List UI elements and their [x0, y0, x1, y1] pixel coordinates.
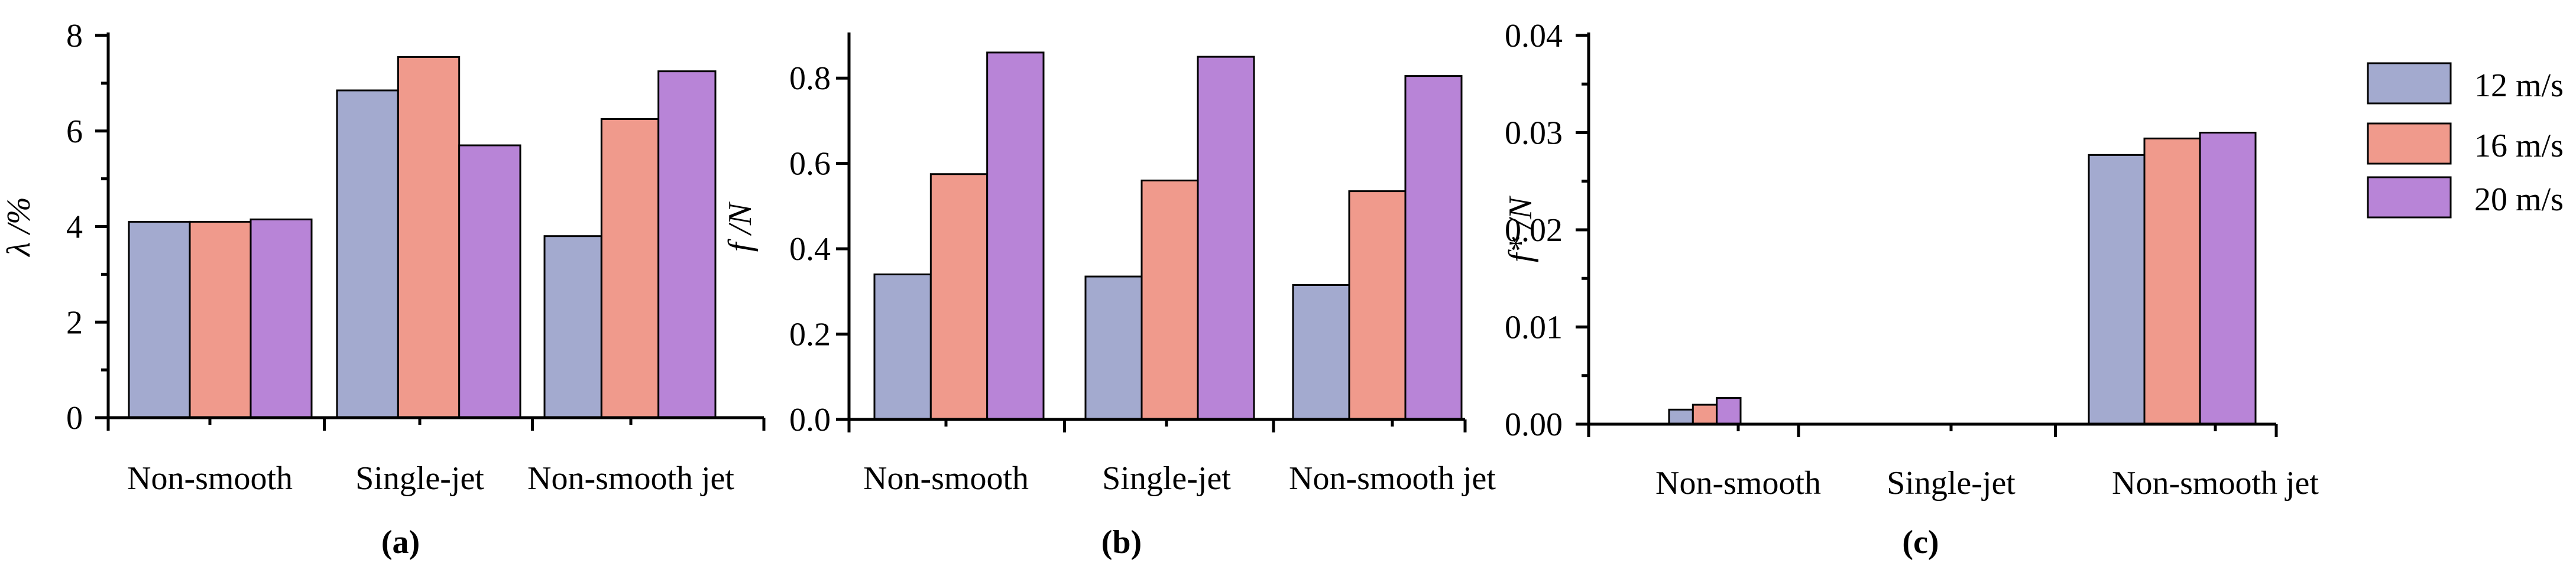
x-category-label: Single-jet	[355, 460, 484, 497]
y-tick-label: 4	[66, 209, 83, 246]
y-tick-label: 0.04	[1505, 18, 1563, 54]
bar-non-smooth-jet-12ms	[1292, 284, 1350, 421]
y-tick-label: 0.03	[1505, 115, 1563, 152]
x-category-label: Non-smooth	[863, 460, 1029, 497]
x-category-label: Non-smooth	[127, 460, 293, 497]
y-tick-label: 0.8	[789, 60, 831, 97]
bar-non-smooth-20ms	[250, 218, 313, 419]
chart-panel-a: 0 2 4 6 8 Non-smooth Single-jet Non-smooth jet λ…	[1, 18, 766, 561]
bar-single-jet-20ms	[458, 144, 521, 419]
bar-single-jet-16ms	[397, 56, 461, 419]
y-axis-label: f /N	[722, 201, 759, 252]
legend-swatch-12ms	[2367, 62, 2452, 105]
y-tick-label: 0	[66, 400, 83, 437]
bar-non-smooth-jet-20ms	[2199, 132, 2257, 425]
legend-label: 16 m/s	[2474, 128, 2564, 164]
y-tick-label: 8	[66, 18, 83, 54]
bar-non-smooth-20ms	[986, 51, 1045, 421]
x-category-label: Non-smooth jet	[1289, 460, 1496, 497]
chart-panel-b: 0.0 0.2 0.4 0.6 0.8 Non-smooth Single-jet Non-s…	[722, 32, 1496, 561]
chart-panel-c: 0.00 0.01 0.02 0.03 0.04 Non-smooth Single-jet…	[1502, 18, 2319, 561]
x-category-label: Non-smooth jet	[527, 460, 734, 497]
x-category-label: Single-jet	[1102, 460, 1231, 497]
legend-swatch-20ms	[2367, 176, 2452, 219]
bar-single-jet-20ms	[1197, 56, 1255, 421]
bar-non-smooth-16ms	[1692, 403, 1718, 425]
panel-label: (c)	[1902, 524, 1939, 561]
y-tick-label: 0.01	[1505, 310, 1563, 346]
bar-non-smooth-jet-16ms	[1348, 190, 1407, 421]
bar-non-smooth-16ms	[189, 220, 252, 419]
y-tick-label: 0.00	[1505, 406, 1563, 443]
bar-non-smooth-12ms	[873, 273, 932, 421]
y-axis-label: λ /%	[1, 197, 37, 257]
bar-single-jet-16ms	[1140, 180, 1199, 421]
legend-swatch-16ms	[2367, 122, 2452, 165]
bar-single-jet-12ms	[336, 89, 399, 419]
bar-non-smooth-jet-12ms	[2088, 154, 2146, 425]
bar-non-smooth-jet-16ms	[600, 118, 660, 419]
y-tick-label: 0.0	[789, 402, 831, 438]
bar-non-smooth-jet-20ms	[657, 70, 717, 419]
x-category-label: Single-jet	[1887, 465, 2016, 502]
x-category-label: Non-smooth	[1655, 465, 1821, 502]
legend: 12 m/s 16 m/s 20 m/s	[2367, 62, 2564, 219]
bar-non-smooth-12ms	[1668, 408, 1694, 425]
bar-non-smooth-12ms	[128, 220, 191, 419]
bar-non-smooth-20ms	[1716, 397, 1742, 425]
legend-label: 12 m/s	[2474, 67, 2564, 104]
y-axis-label: f* /N	[1502, 196, 1539, 262]
x-category-label: Non-smooth jet	[2112, 465, 2319, 502]
legend-label: 20 m/s	[2474, 181, 2564, 218]
bar-non-smooth-jet-20ms	[1404, 75, 1463, 421]
panel-label: (a)	[381, 524, 420, 561]
y-tick-label: 0.2	[789, 317, 831, 353]
y-tick-label: 2	[66, 304, 83, 341]
y-tick-label: 0.02	[1505, 212, 1563, 249]
y-tick-label: 0.6	[789, 146, 831, 183]
y-tick-label: 6	[66, 113, 83, 150]
bar-single-jet-12ms	[1084, 275, 1143, 421]
y-tick-label: 0.4	[789, 231, 831, 268]
bar-non-smooth-jet-16ms	[2143, 137, 2201, 425]
bar-non-smooth-16ms	[929, 173, 989, 421]
panel-label: (b)	[1101, 524, 1142, 561]
bar-non-smooth-jet-12ms	[543, 235, 602, 419]
